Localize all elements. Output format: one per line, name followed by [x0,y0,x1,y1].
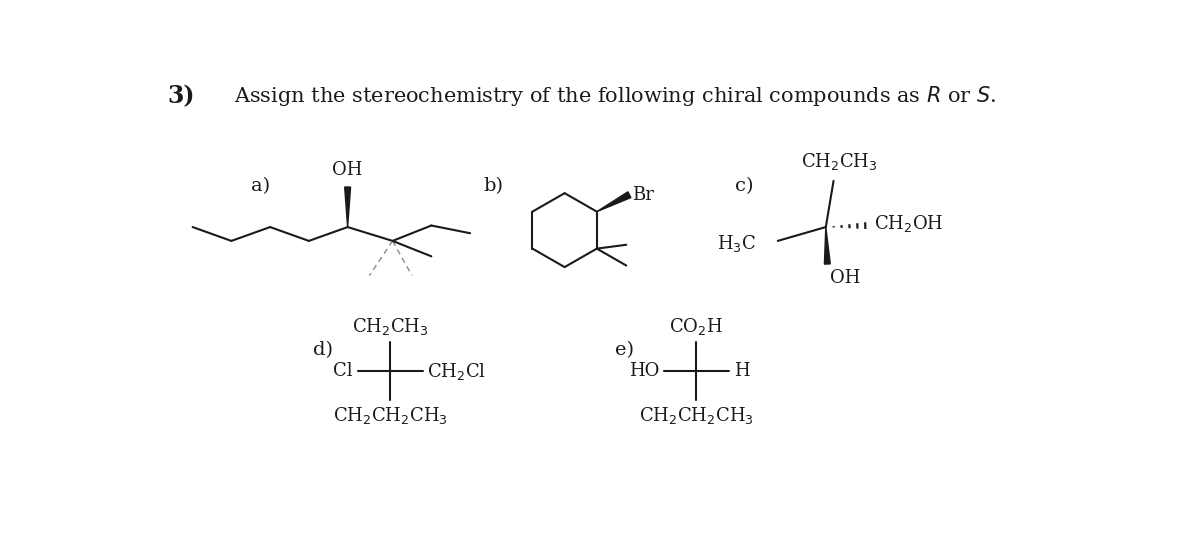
Text: CH$_2$CH$_2$CH$_3$: CH$_2$CH$_2$CH$_3$ [638,405,754,426]
Text: CH$_2$CH$_2$CH$_3$: CH$_2$CH$_2$CH$_3$ [332,405,448,426]
Text: CO$_2$H: CO$_2$H [670,316,724,337]
Text: CH$_2$OH: CH$_2$OH [874,213,943,235]
Text: Br: Br [632,186,654,204]
Text: CH$_2$CH$_3$: CH$_2$CH$_3$ [352,316,428,337]
Text: CH$_2$Cl: CH$_2$Cl [427,360,487,381]
Text: CH$_2$CH$_3$: CH$_2$CH$_3$ [802,150,878,171]
Polygon shape [344,187,350,227]
Text: 3): 3) [167,84,194,108]
Text: b): b) [484,177,503,195]
Text: c): c) [736,177,754,195]
Text: a): a) [251,177,270,195]
Polygon shape [596,192,631,212]
Polygon shape [824,227,830,264]
Text: e): e) [616,341,634,359]
Text: H$_3$C: H$_3$C [716,234,756,255]
Text: Assign the stereochemistry of the following chiral compounds as $R$ or $S$.: Assign the stereochemistry of the follow… [234,84,996,108]
Text: HO: HO [629,362,659,380]
Text: Cl: Cl [334,362,353,380]
Text: OH: OH [332,161,362,179]
Text: H: H [733,362,749,380]
Text: d): d) [313,341,332,359]
Text: OH: OH [830,269,860,288]
